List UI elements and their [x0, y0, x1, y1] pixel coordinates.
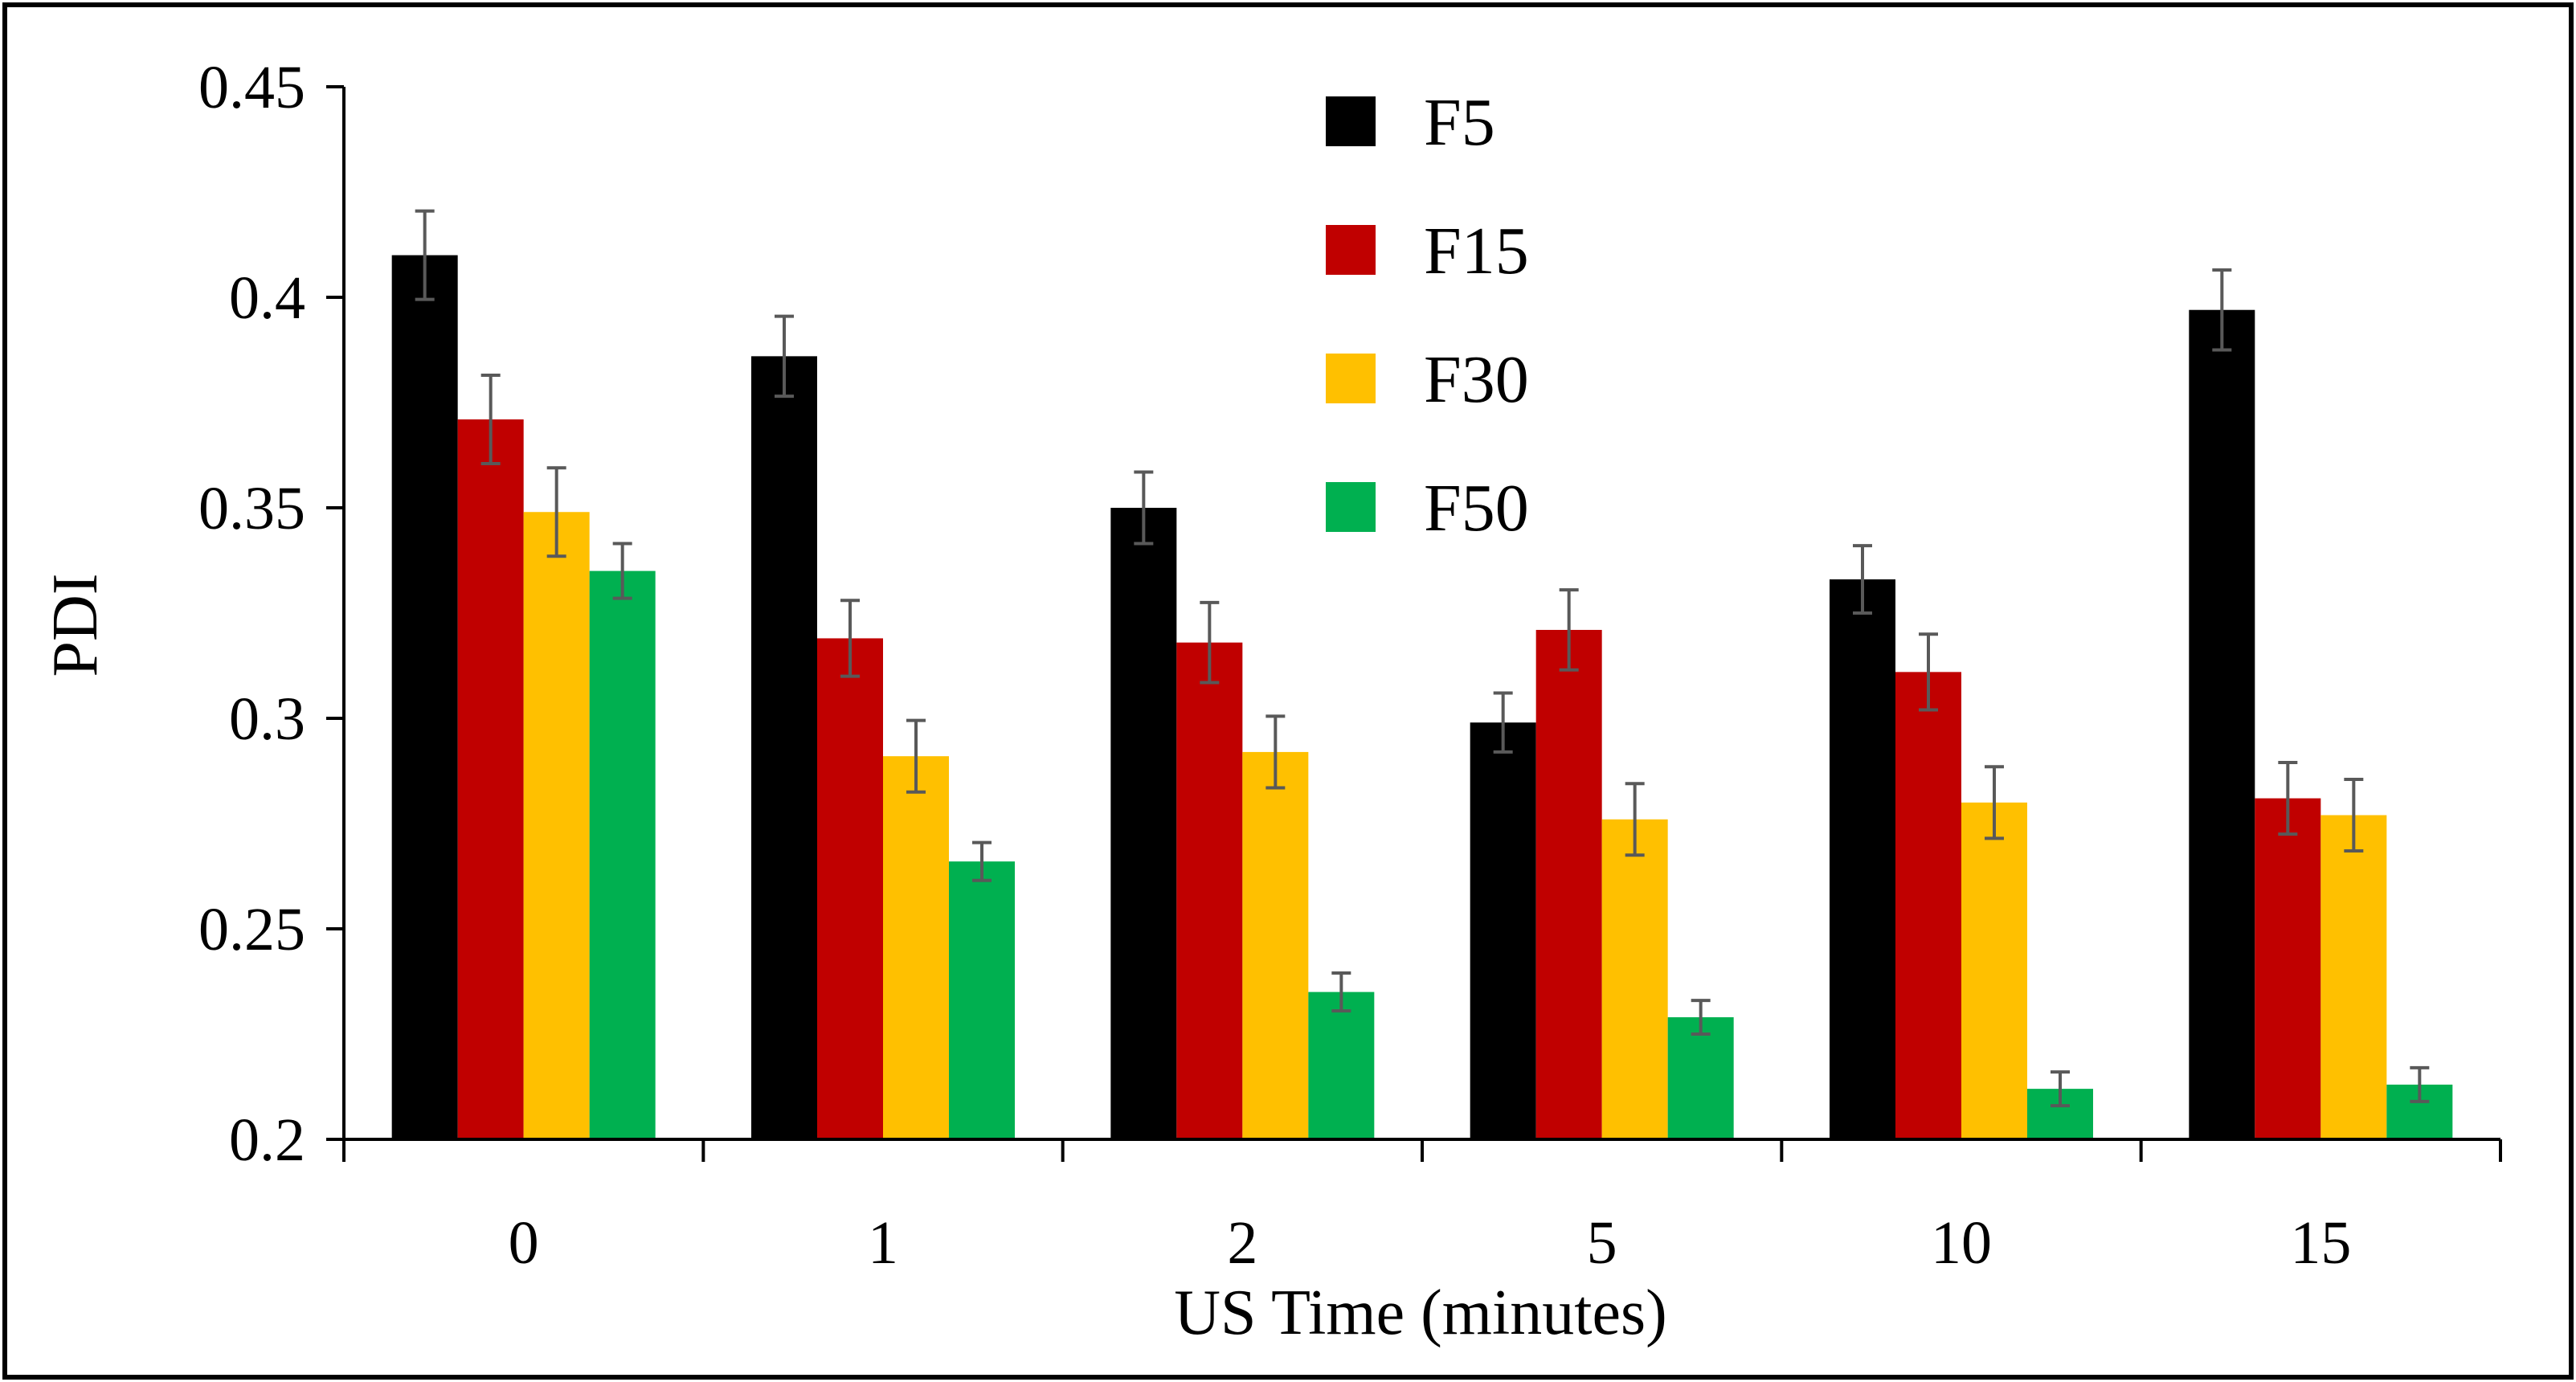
legend-label: F5: [1424, 85, 1495, 160]
x-category-label: 10: [1931, 1209, 1992, 1277]
error-bar-f15-t2: [1200, 600, 1220, 685]
bar-f5-t0: [391, 255, 458, 1140]
x-category-label: 0: [509, 1209, 539, 1277]
y-tick-label: 0.35: [198, 475, 305, 542]
error-bar-f30-t5: [1625, 782, 1645, 857]
error-bar-f50-t5: [1691, 999, 1711, 1036]
bar-f15-t10: [1895, 672, 1961, 1139]
legend-swatch: [1326, 96, 1376, 146]
error-bar-f50-t2: [1331, 971, 1351, 1013]
labels-layer: 0.2 0.25 0.3 0.35 0.4 0.45 0 1 2 5 10 15: [198, 54, 2351, 1277]
legend-item-f50: F50: [1326, 471, 1529, 546]
error-bar-f5-t10: [1853, 544, 1872, 615]
error-bar-f5-t2: [1134, 470, 1154, 546]
bar-f30-t0: [523, 512, 590, 1139]
y-axis-title: PDI: [40, 574, 111, 677]
error-bar-f30-t2: [1266, 714, 1286, 790]
bar-f5-t5: [1470, 722, 1536, 1139]
y-tick-label: 0.4: [229, 264, 305, 332]
error-bars-layer: [415, 209, 2430, 1108]
legend: F5 F15 F30 F50: [1326, 85, 1529, 546]
legend-swatch: [1326, 482, 1376, 532]
bar-f30-t5: [1601, 819, 1668, 1139]
bar-f30-t2: [1242, 751, 1309, 1139]
error-bar-f5-t5: [1493, 691, 1513, 754]
error-bar-f15-t15: [2278, 761, 2298, 836]
bar-f50-t0: [589, 570, 656, 1139]
y-tick-label: 0.45: [198, 54, 305, 121]
error-bar-f50-t15: [2410, 1065, 2430, 1103]
error-bar-f30-t0: [546, 466, 566, 558]
legend-item-f15: F15: [1326, 214, 1529, 288]
legend-item-f30: F30: [1326, 342, 1529, 417]
x-axis-title: US Time (minutes): [1174, 1278, 1666, 1348]
axes-layer: [326, 85, 2502, 1162]
error-bar-f5-t15: [2212, 268, 2232, 352]
error-bar-f15-t1: [840, 599, 860, 678]
x-category-label: 2: [1227, 1209, 1257, 1277]
bar-f5-t10: [1830, 579, 1895, 1139]
bar-f15-t2: [1176, 642, 1243, 1139]
bar-f15-t1: [817, 638, 883, 1139]
error-bar-f15-t5: [1559, 588, 1579, 672]
error-bar-f15-t0: [480, 373, 501, 465]
error-bar-f50-t1: [972, 840, 992, 882]
legend-label: F30: [1424, 342, 1529, 417]
legend-swatch: [1326, 354, 1376, 403]
bar-f30-t15: [2320, 815, 2387, 1139]
error-bar-f5-t1: [775, 314, 794, 399]
bar-f5-t15: [2189, 309, 2255, 1140]
error-bar-f50-t10: [2051, 1070, 2070, 1108]
bar-f15-t15: [2255, 798, 2321, 1139]
error-bar-f5-t0: [415, 209, 435, 301]
bar-f50-t5: [1667, 1017, 1734, 1139]
bars-layer: [391, 255, 2453, 1140]
bar-f30-t1: [883, 756, 949, 1139]
bar-f5-t2: [1110, 508, 1177, 1139]
legend-label: F15: [1424, 214, 1529, 288]
bar-f30-t10: [1961, 802, 2027, 1139]
bar-f50-t2: [1308, 992, 1375, 1139]
legend-swatch: [1326, 225, 1376, 275]
y-tick-label: 0.25: [198, 896, 305, 963]
bar-f15-t5: [1535, 629, 1602, 1139]
y-tick-label: 0.2: [229, 1106, 305, 1174]
bar-f5-t1: [751, 356, 817, 1139]
x-category-label: 5: [1587, 1209, 1617, 1277]
legend-item-f5: F5: [1326, 85, 1495, 160]
bar-f15-t0: [457, 419, 524, 1139]
legend-label: F50: [1424, 471, 1529, 546]
error-bar-f30-t10: [1985, 765, 2004, 840]
error-bar-f30-t1: [906, 718, 926, 794]
error-bar-f50-t0: [612, 542, 632, 600]
x-category-label: 15: [2290, 1209, 2351, 1277]
bar-f50-t1: [949, 861, 1015, 1139]
x-category-label: 1: [868, 1209, 898, 1277]
error-bar-f30-t15: [2344, 777, 2364, 853]
error-bar-f15-t10: [1919, 632, 1938, 712]
y-tick-label: 0.3: [229, 685, 305, 753]
